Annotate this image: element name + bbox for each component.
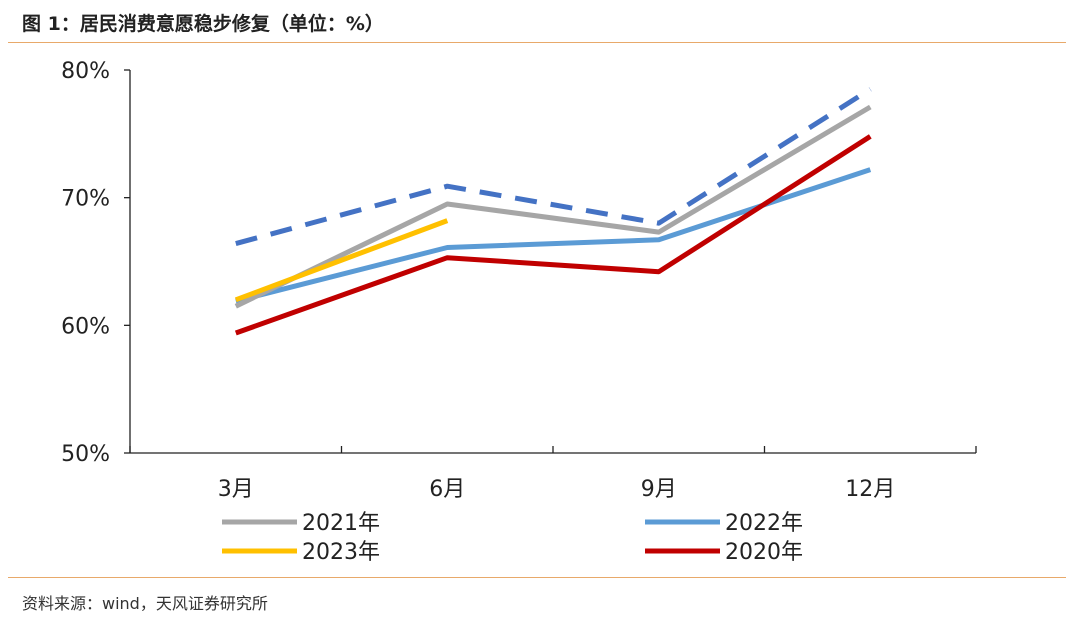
x-tick-label: 3月	[218, 477, 254, 502]
y-tick-label: 50%	[61, 442, 110, 467]
x-tick-label: 9月	[641, 477, 677, 502]
source-note: 资料来源：wind，天风证券研究所	[22, 594, 268, 613]
x-tick-label: 12月	[845, 477, 895, 502]
footer-divider	[8, 577, 1066, 578]
x-tick-label: 6月	[429, 477, 465, 502]
series-line-2020	[234, 134, 872, 336]
series-line-2022	[235, 167, 872, 304]
y-tick-label: 70%	[61, 187, 110, 212]
series-line-2021	[234, 104, 872, 309]
series-line-2023	[234, 218, 449, 303]
legend-label: 2020年	[725, 540, 803, 565]
y-tick-label: 80%	[61, 59, 110, 84]
header-divider	[8, 42, 1066, 43]
series-line-dashed	[235, 87, 872, 247]
y-tick-label: 60%	[61, 314, 110, 339]
legend-label: 2022年	[725, 511, 803, 536]
chart-title: 图 1：居民消费意愿稳步修复（单位：%）	[22, 13, 384, 35]
legend-label: 2021年	[302, 511, 380, 536]
legend-label: 2023年	[302, 540, 380, 565]
